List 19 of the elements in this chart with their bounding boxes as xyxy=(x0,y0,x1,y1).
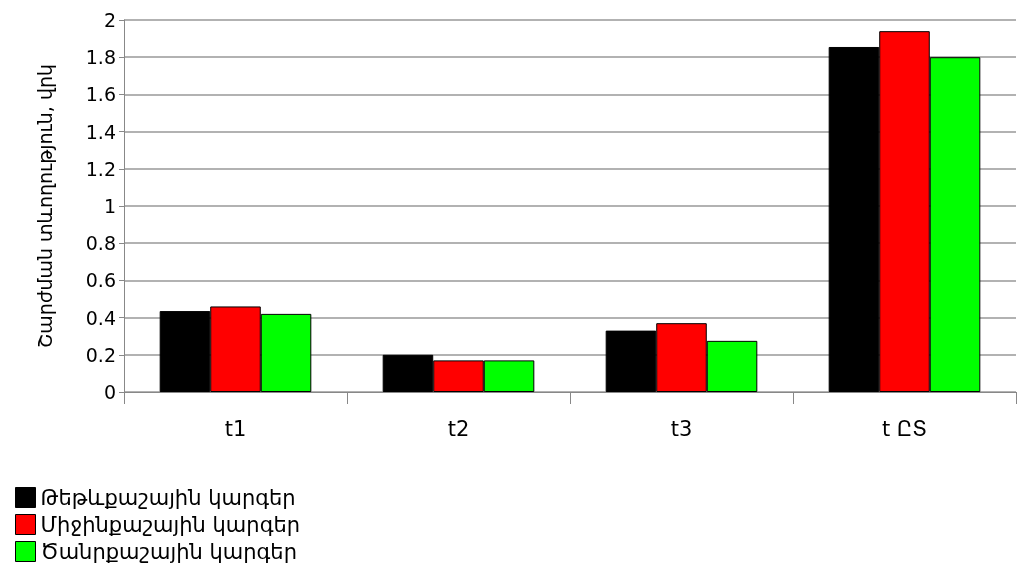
x-tick-label: t3 xyxy=(670,416,693,441)
legend-label: Միջինքաշային կարգեր xyxy=(40,512,301,537)
y-tick-label: 0.2 xyxy=(85,343,116,366)
x-tick-label: t ԸՏ xyxy=(881,416,928,441)
y-tick-label: 0.8 xyxy=(85,232,116,255)
x-tick-label: t1 xyxy=(224,416,247,441)
y-tick-label: 1.6 xyxy=(85,83,116,106)
y-tick-label: 0.4 xyxy=(85,306,116,329)
y-tick-label: 1 xyxy=(103,195,116,217)
y-tick-label: 1.2 xyxy=(85,157,116,180)
y-tick-label: 1.4 xyxy=(85,120,116,143)
y-tick-label: 1.8 xyxy=(85,46,116,69)
legend-label: Ծանրքաշային կարգեր xyxy=(40,539,297,564)
legend-label: Թեթևքաշային կարգեր xyxy=(40,485,296,510)
x-tick-label: t2 xyxy=(447,416,470,441)
y-tick-label: 0 xyxy=(103,381,116,403)
y-tick-label: 0.6 xyxy=(85,269,116,292)
y-tick-label: 2 xyxy=(103,9,116,31)
y-axis-title: Շարժման տևողություն, վրկ xyxy=(33,63,56,349)
